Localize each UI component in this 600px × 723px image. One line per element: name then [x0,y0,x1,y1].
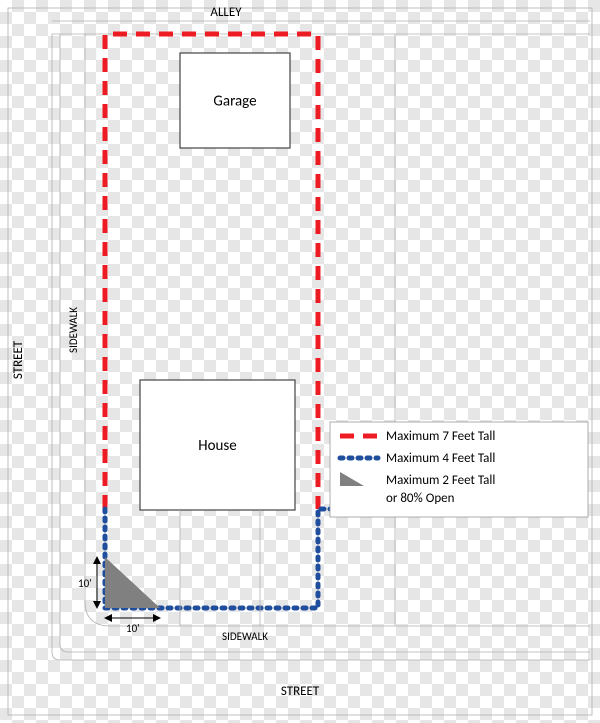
page-border [8,8,592,715]
legend-label-1: Maximum 4 Feet Tall [386,451,495,466]
vision-triangle [105,557,160,608]
garage-label: Garage [213,93,256,111]
dim-vertical-label: 10' [78,577,92,590]
street-left-label: STREET [11,340,26,379]
fence-4ft-line [105,509,395,608]
legend-label-2-a: Maximum 2 Feet Tall [386,473,495,488]
alley-label: ALLEY [210,5,242,20]
house-label: House [198,437,236,455]
sidewalk-line [85,34,590,626]
dim-horizontal-label: 10' [126,622,140,635]
street-bottom-label: STREET [281,684,320,699]
site-plan-diagram: ALLEY STREET STREET SIDEWALK SIDEWALK Garage H… [0,0,600,723]
curb-outer [52,34,590,660]
sidewalk-left-label: SIDEWALK [67,307,80,353]
sidewalk-bottom-label: SIDEWALK [222,630,268,643]
legend-label-2-b: or 80% Open [386,491,455,506]
curb-inner [60,34,590,652]
legend-label-0: Maximum 7 Feet Tall [386,429,495,444]
